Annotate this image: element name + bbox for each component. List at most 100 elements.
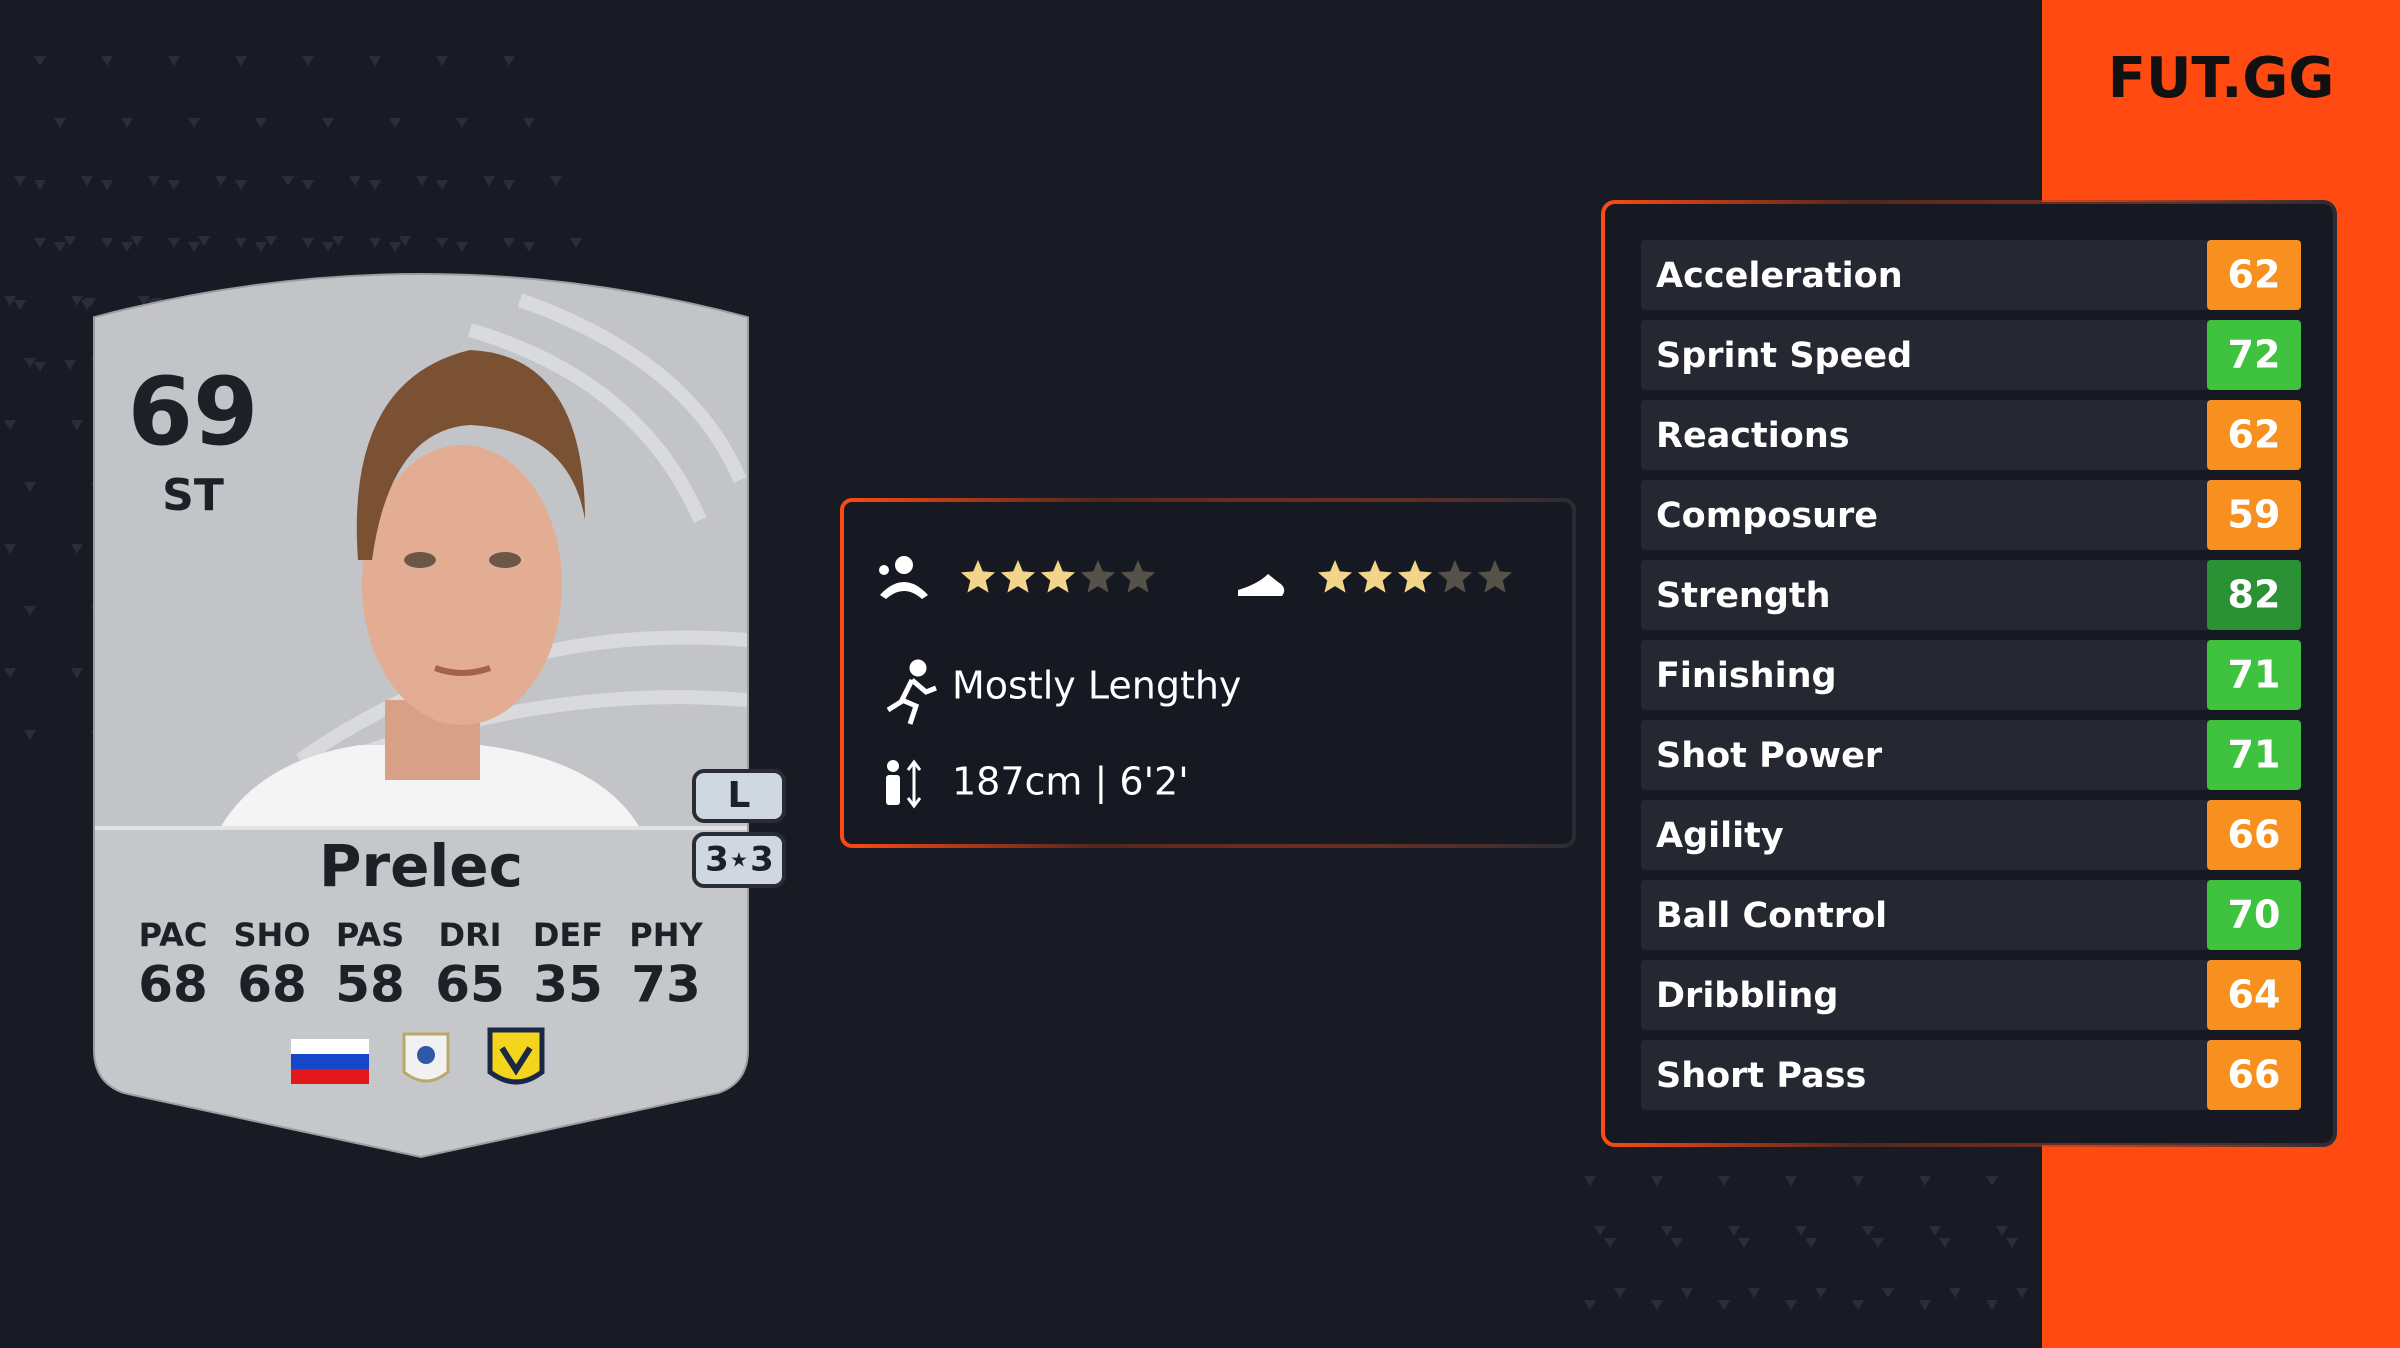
stat-row <box>1641 320 2301 390</box>
pattern-triangle <box>1785 1176 1797 1186</box>
pattern-triangle <box>332 236 344 246</box>
pattern-triangle <box>1872 1238 1884 1248</box>
pattern-triangle <box>71 420 83 430</box>
pattern-triangle <box>168 180 180 190</box>
star-filled <box>1317 560 1353 593</box>
pattern-triangle <box>369 180 381 190</box>
pattern-triangle <box>1795 1226 1807 1236</box>
pattern-triangle <box>1949 1288 1961 1298</box>
stat-row <box>1641 480 2301 550</box>
pattern-triangle <box>255 242 267 252</box>
pattern-triangle <box>265 236 277 246</box>
stat-value: 82 <box>2228 573 2281 617</box>
pattern-triangle <box>24 482 36 492</box>
stat-value: 62 <box>2228 253 2281 297</box>
stat-value: 72 <box>2228 333 2281 377</box>
pattern-triangle <box>4 668 16 678</box>
stat-name: Strength <box>1656 576 1831 616</box>
pattern-triangle <box>550 176 562 186</box>
pattern-triangle <box>14 176 26 186</box>
pattern-triangle <box>54 242 66 252</box>
face-stat-value: 68 <box>237 956 307 1014</box>
pattern-triangle <box>503 56 515 66</box>
stat-value: 62 <box>2228 413 2281 457</box>
stat-row <box>1641 560 2301 630</box>
weak-foot-icon <box>1238 574 1285 596</box>
stat-name: Agility <box>1656 816 1784 856</box>
pattern-triangle <box>1919 1176 1931 1186</box>
skill-moves-icon <box>879 556 928 599</box>
pattern-triangle <box>2006 1238 2018 1248</box>
pattern-triangle <box>349 176 361 186</box>
pattern-triangle <box>570 238 582 248</box>
pattern-triangle <box>302 56 314 66</box>
stat-value: 71 <box>2228 733 2281 777</box>
star-filled <box>1040 560 1076 593</box>
stat-name: Ball Control <box>1656 896 1887 936</box>
stat-value: 66 <box>2228 813 2281 857</box>
pattern-triangle <box>255 118 267 128</box>
pattern-triangle <box>322 242 334 252</box>
pattern-triangle <box>1939 1238 1951 1248</box>
pattern-triangle <box>4 296 16 306</box>
stat-value: 66 <box>2228 1053 2281 1097</box>
pattern-triangle <box>1718 1300 1730 1310</box>
face-stat-value: 68 <box>138 956 208 1014</box>
stat-name: Acceleration <box>1656 256 1903 296</box>
face-stat-label: SHO <box>233 916 310 954</box>
pattern-triangle <box>4 420 16 430</box>
stat-value: 59 <box>2228 493 2281 537</box>
run-icon <box>886 659 937 725</box>
pattern-triangle <box>1785 1300 1797 1310</box>
stat-name: Dribbling <box>1656 976 1838 1016</box>
pattern-triangle <box>436 56 448 66</box>
pattern-triangle <box>1718 1176 1730 1186</box>
pattern-triangle <box>71 544 83 554</box>
face-stat-value: 73 <box>631 956 701 1014</box>
stat-value-box <box>2207 560 2301 630</box>
face-stat-value: 58 <box>335 956 405 1014</box>
pattern-triangle <box>1614 1288 1626 1298</box>
pattern-triangle <box>456 242 468 252</box>
face-stat-label: PHY <box>629 916 703 954</box>
pattern-triangle <box>1681 1288 1693 1298</box>
foot-badge <box>692 769 786 823</box>
pattern-triangle <box>1671 1238 1683 1248</box>
stat-value-box <box>2207 720 2301 790</box>
height-icon <box>886 759 922 809</box>
star-empty <box>1080 560 1116 593</box>
skill-moves-label: 3 <box>705 840 729 880</box>
pattern-triangle <box>1651 1300 1663 1310</box>
stat-row <box>1641 800 2301 870</box>
pattern-triangle <box>1862 1226 1874 1236</box>
stat-value: 70 <box>2228 893 2281 937</box>
pattern-triangle <box>369 238 381 248</box>
pattern-triangle <box>24 606 36 616</box>
star-filled <box>1397 560 1433 593</box>
stat-row <box>1641 400 2301 470</box>
pattern-triangle <box>188 242 200 252</box>
pattern-triangle <box>131 236 143 246</box>
pattern-triangle <box>322 118 334 128</box>
face-stat-label: PAS <box>336 916 404 954</box>
pattern-triangle <box>1929 1226 1941 1236</box>
stat-value-box <box>2207 640 2301 710</box>
stat-row <box>1641 720 2301 790</box>
background-pattern <box>4 56 2028 1310</box>
pattern-triangle <box>1986 1300 1998 1310</box>
face-stat-value: 65 <box>435 956 505 1014</box>
pattern-triangle <box>84 298 96 308</box>
pattern-triangle <box>389 242 401 252</box>
face-stat-value: 35 <box>533 956 603 1014</box>
stat-row <box>1641 1040 2301 1110</box>
pattern-triangle <box>14 300 26 310</box>
pattern-triangle <box>1594 1226 1606 1236</box>
league-badge <box>402 1032 450 1083</box>
pattern-triangle <box>64 236 76 246</box>
pattern-triangle <box>168 238 180 248</box>
pattern-triangle <box>235 238 247 248</box>
pattern-triangle <box>416 176 428 186</box>
pattern-triangle <box>1882 1288 1894 1298</box>
